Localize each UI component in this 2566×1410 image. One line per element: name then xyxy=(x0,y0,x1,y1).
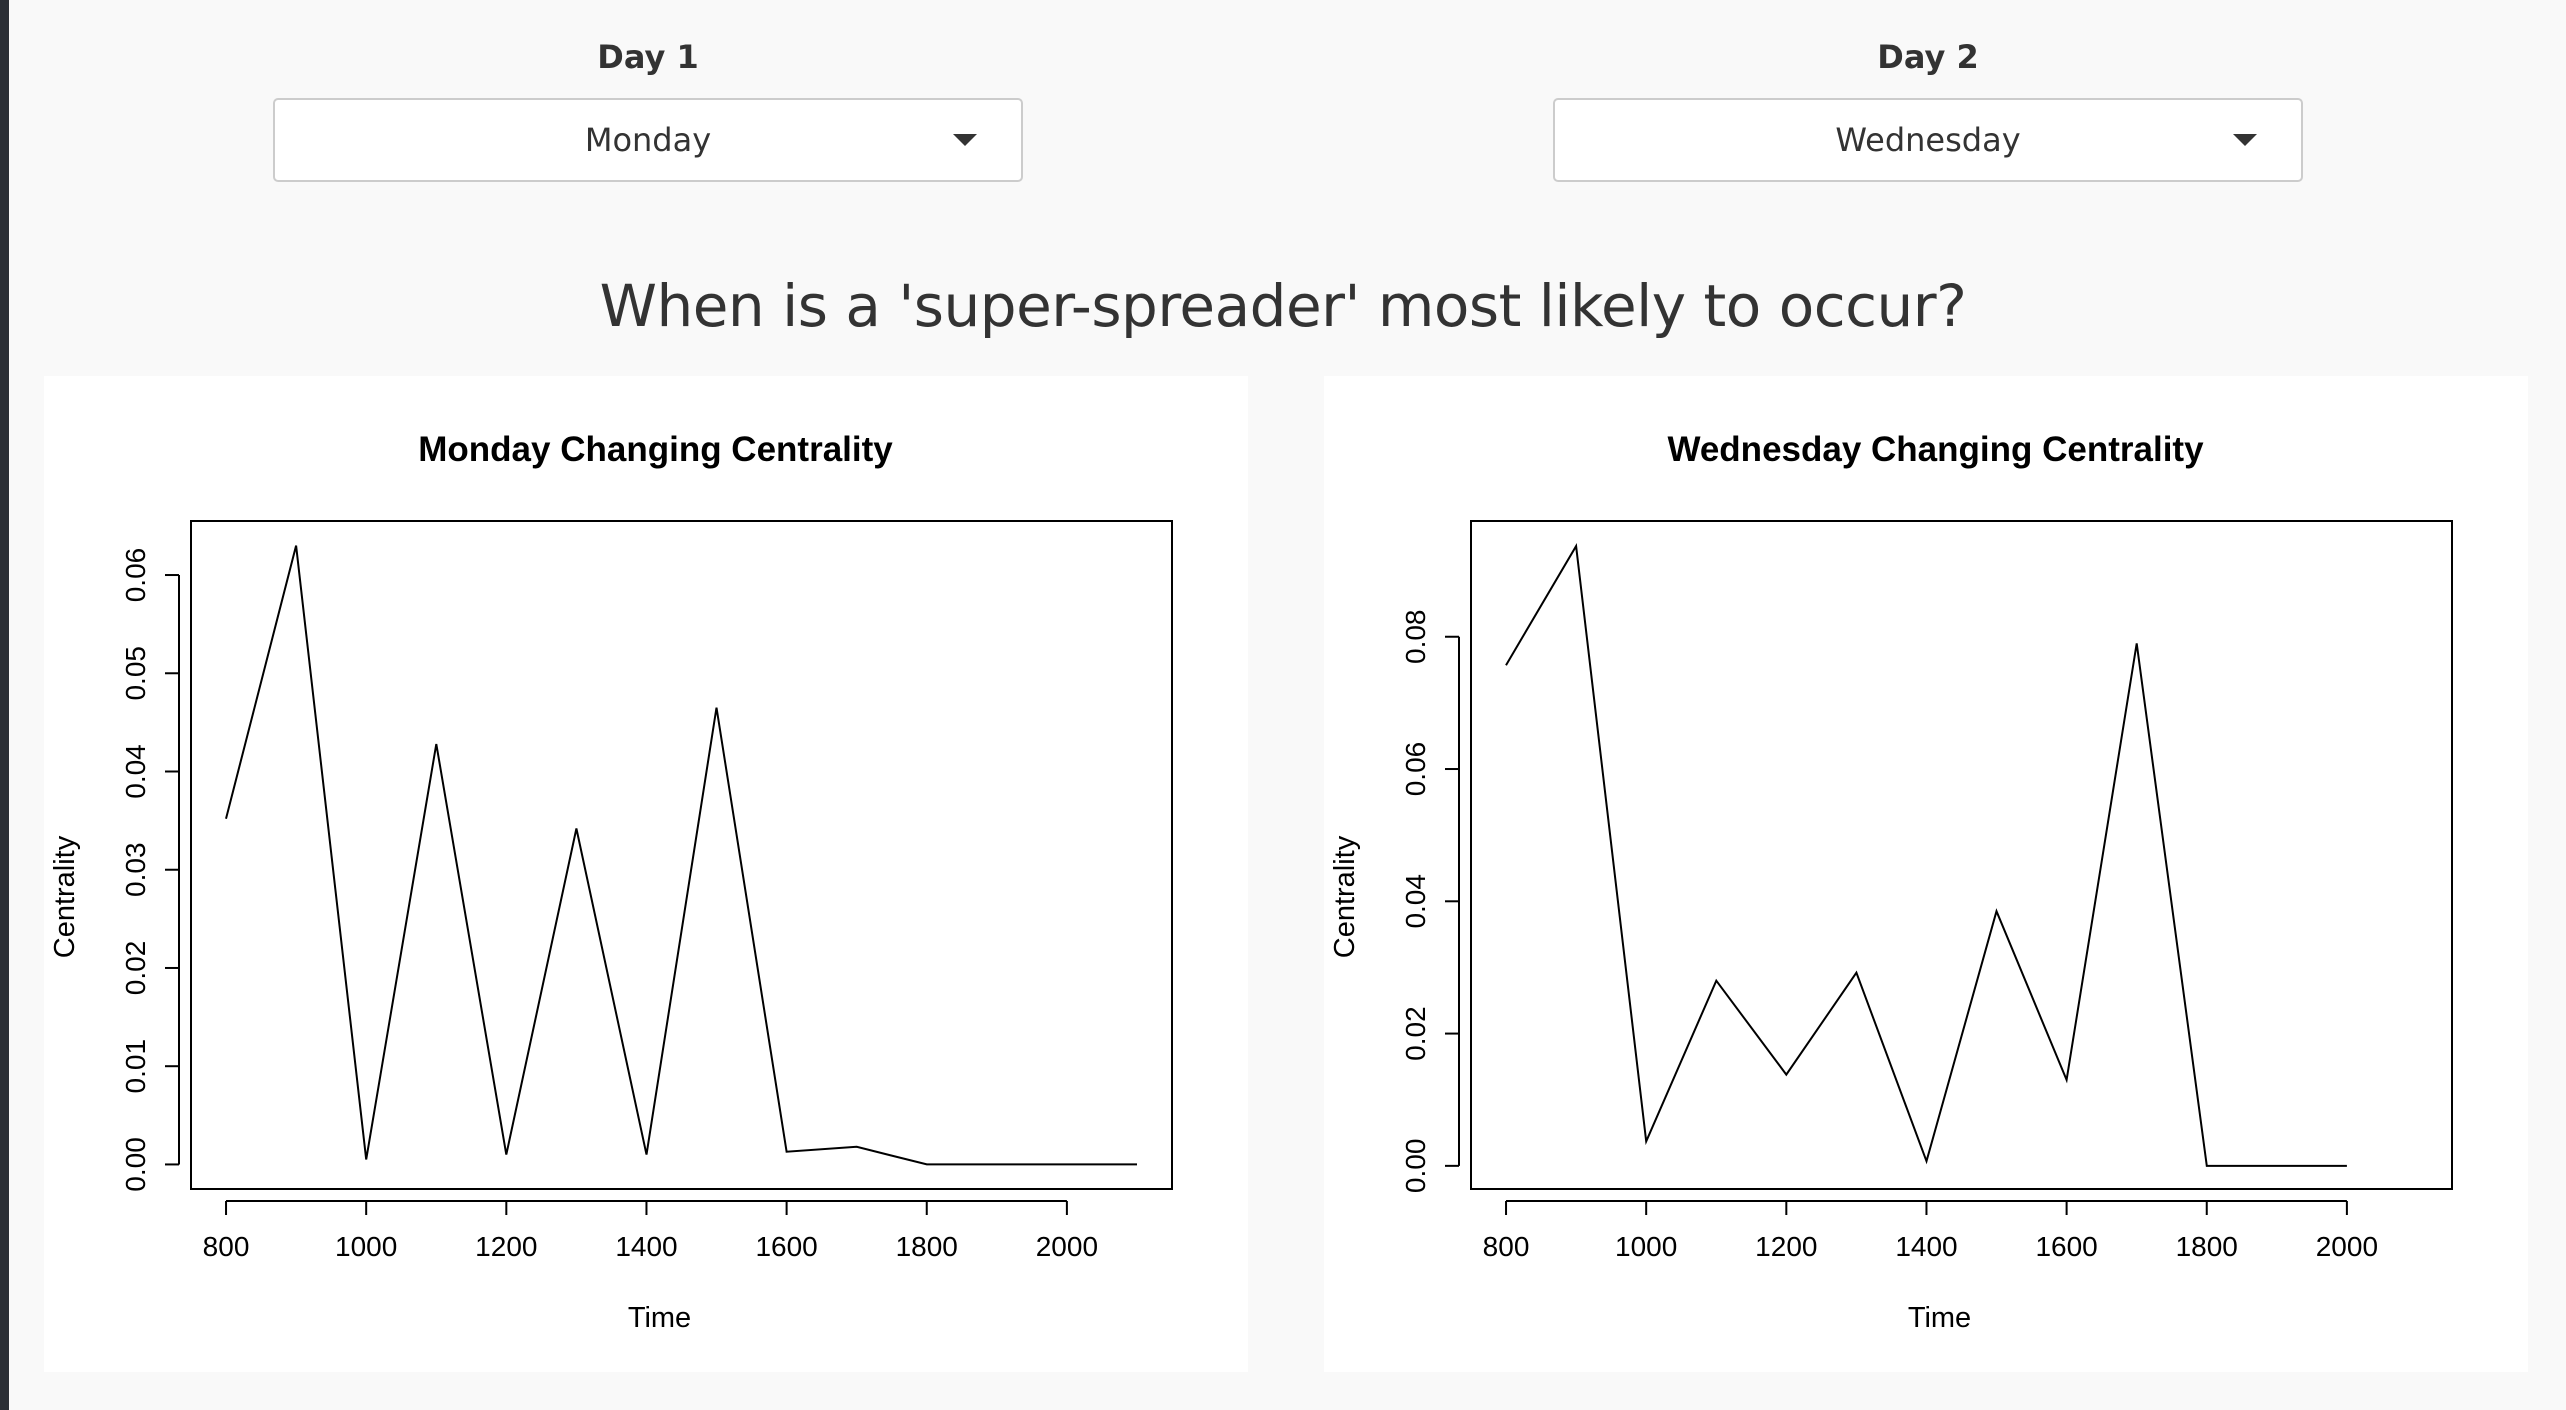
y-axis-label: Centrality xyxy=(1329,835,1361,958)
centrality-series-line xyxy=(1505,543,2347,1167)
x-tick-label: 1800 xyxy=(2176,1231,2238,1262)
centrality-series-line xyxy=(225,545,1137,1166)
x-tick-label: 1400 xyxy=(615,1231,677,1262)
page-title: When is a 'super-spreader' most likely t… xyxy=(599,272,1967,340)
y-tick-label: 0.08 xyxy=(1400,609,1431,664)
day-2-label: Day 2 xyxy=(1877,38,1979,76)
day-1-dropdown[interactable]: Monday xyxy=(273,98,1023,182)
plot-frame xyxy=(1470,520,2453,1190)
y-tick-label: 0.04 xyxy=(120,744,151,799)
x-axis-label: Time xyxy=(628,1302,691,1334)
y-tick-label: 0.04 xyxy=(1400,874,1431,929)
x-tick-label: 1400 xyxy=(1895,1231,1957,1262)
x-tick-label: 2000 xyxy=(1036,1231,1098,1262)
y-tick-label: 0.06 xyxy=(120,548,151,603)
x-tick-label: 1000 xyxy=(335,1231,397,1262)
x-tick-label: 1600 xyxy=(2035,1231,2097,1262)
x-tick-label: 1600 xyxy=(755,1231,817,1262)
y-tick-label: 0.00 xyxy=(1400,1139,1431,1194)
monday-centrality-chart: Monday Changing Centrality 800 1000 1200 140… xyxy=(49,430,1173,1334)
monday-plot-panel: Monday Changing Centrality 800 1000 1200 140… xyxy=(44,376,1248,1372)
wednesday-centrality-chart: Wednesday Changing Centrality 800 1000 1200… xyxy=(1329,430,2453,1334)
y-tick-label: 0.06 xyxy=(1400,742,1431,797)
x-tick-label: 1800 xyxy=(896,1231,958,1262)
window-edge xyxy=(0,0,9,1410)
x-tick-label: 1200 xyxy=(475,1231,537,1262)
y-tick-label: 0.00 xyxy=(120,1137,151,1192)
y-tick-label: 0.02 xyxy=(120,941,151,996)
x-tick-label: 1200 xyxy=(1755,1231,1817,1262)
plot-frame xyxy=(190,520,1173,1190)
x-tick-label: 2000 xyxy=(2316,1231,2378,1262)
day-2-dropdown[interactable]: Wednesday xyxy=(1553,98,2303,182)
y-tick-label: 0.02 xyxy=(1400,1006,1431,1060)
day-2-selected-value: Wednesday xyxy=(1835,121,2021,159)
day-1-label: Day 1 xyxy=(597,38,699,76)
x-axis-label: Time xyxy=(1908,1302,1971,1334)
caret-down-icon xyxy=(953,134,977,146)
caret-down-icon xyxy=(2233,134,2257,146)
x-tick-label: 800 xyxy=(203,1231,250,1262)
x-tick-label: 1000 xyxy=(1615,1231,1677,1262)
y-tick-label: 0.03 xyxy=(120,842,151,897)
day-1-selected-value: Monday xyxy=(584,121,712,159)
chart-title: Wednesday Changing Centrality xyxy=(1667,430,2204,469)
wednesday-plot-panel: Wednesday Changing Centrality 800 1000 1200… xyxy=(1324,376,2528,1372)
chart-title: Monday Changing Centrality xyxy=(418,430,893,469)
x-tick-label: 800 xyxy=(1483,1231,1530,1262)
y-axis-label: Centrality xyxy=(49,835,81,958)
y-tick-label: 0.05 xyxy=(120,646,151,701)
y-tick-label: 0.01 xyxy=(120,1039,151,1094)
